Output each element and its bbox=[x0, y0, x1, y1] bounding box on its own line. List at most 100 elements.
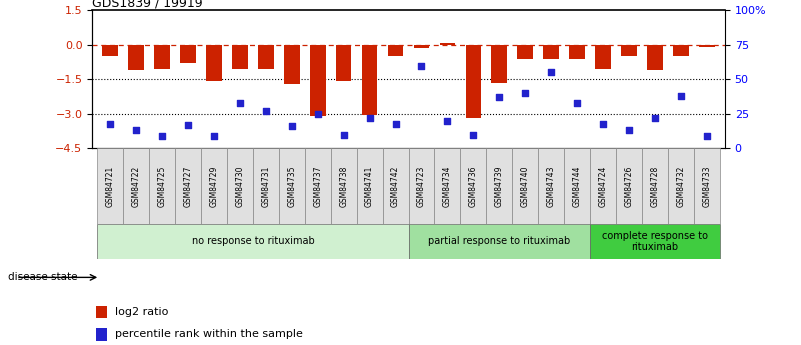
Text: GSM84739: GSM84739 bbox=[495, 166, 504, 207]
Text: GSM84721: GSM84721 bbox=[106, 166, 115, 207]
FancyBboxPatch shape bbox=[461, 148, 486, 224]
Bar bbox=[336, 45, 352, 80]
Text: GSM84728: GSM84728 bbox=[650, 166, 659, 207]
Bar bbox=[103, 45, 118, 56]
Bar bbox=[96, 328, 107, 341]
Point bbox=[155, 133, 168, 139]
Text: GSM84741: GSM84741 bbox=[365, 166, 374, 207]
Point bbox=[337, 132, 350, 137]
FancyBboxPatch shape bbox=[149, 148, 175, 224]
Point bbox=[570, 100, 583, 106]
FancyBboxPatch shape bbox=[538, 148, 564, 224]
Point bbox=[545, 70, 557, 75]
Bar bbox=[492, 45, 507, 83]
Text: GSM84723: GSM84723 bbox=[417, 166, 426, 207]
Bar bbox=[310, 45, 325, 116]
Point bbox=[389, 121, 402, 126]
Point bbox=[674, 93, 687, 99]
FancyBboxPatch shape bbox=[434, 148, 461, 224]
FancyBboxPatch shape bbox=[642, 148, 668, 224]
Point bbox=[441, 118, 454, 124]
FancyBboxPatch shape bbox=[668, 148, 694, 224]
FancyBboxPatch shape bbox=[409, 148, 434, 224]
FancyBboxPatch shape bbox=[383, 148, 409, 224]
Point bbox=[622, 128, 635, 133]
Text: GSM84740: GSM84740 bbox=[521, 166, 529, 207]
Text: disease state: disease state bbox=[8, 273, 78, 282]
Point bbox=[312, 111, 324, 117]
Text: GSM84725: GSM84725 bbox=[158, 166, 167, 207]
Bar bbox=[517, 45, 533, 59]
Text: GSM84730: GSM84730 bbox=[235, 166, 244, 207]
Bar bbox=[621, 45, 637, 56]
Point bbox=[285, 124, 298, 129]
Text: GSM84727: GSM84727 bbox=[183, 166, 192, 207]
Bar bbox=[388, 45, 404, 56]
FancyBboxPatch shape bbox=[97, 224, 409, 259]
Text: GSM84737: GSM84737 bbox=[313, 166, 322, 207]
FancyBboxPatch shape bbox=[564, 148, 590, 224]
Text: GSM84722: GSM84722 bbox=[131, 166, 141, 207]
Text: GSM84736: GSM84736 bbox=[469, 166, 478, 207]
FancyBboxPatch shape bbox=[356, 148, 383, 224]
Point bbox=[130, 128, 143, 133]
Text: GSM84729: GSM84729 bbox=[210, 166, 219, 207]
Text: GSM84734: GSM84734 bbox=[443, 166, 452, 207]
Text: GDS1839 / 19919: GDS1839 / 19919 bbox=[92, 0, 203, 9]
Text: no response to rituximab: no response to rituximab bbox=[191, 237, 314, 246]
Bar bbox=[595, 45, 611, 69]
Text: log2 ratio: log2 ratio bbox=[115, 307, 168, 317]
FancyBboxPatch shape bbox=[590, 224, 720, 259]
Bar bbox=[284, 45, 300, 84]
Point bbox=[649, 115, 662, 121]
Text: GSM84738: GSM84738 bbox=[339, 166, 348, 207]
Bar bbox=[570, 45, 585, 59]
Point bbox=[467, 132, 480, 137]
Bar bbox=[673, 45, 689, 56]
FancyBboxPatch shape bbox=[304, 148, 331, 224]
Text: GSM84744: GSM84744 bbox=[573, 166, 582, 207]
Point bbox=[182, 122, 195, 128]
Bar bbox=[362, 45, 377, 115]
FancyBboxPatch shape bbox=[175, 148, 201, 224]
Point bbox=[207, 133, 220, 139]
Text: GSM84731: GSM84731 bbox=[261, 166, 271, 207]
Text: complete response to
rituximab: complete response to rituximab bbox=[602, 231, 708, 252]
Bar bbox=[96, 306, 107, 318]
FancyBboxPatch shape bbox=[97, 148, 123, 224]
Point bbox=[700, 133, 713, 139]
Point bbox=[493, 95, 505, 100]
FancyBboxPatch shape bbox=[279, 148, 304, 224]
FancyBboxPatch shape bbox=[331, 148, 356, 224]
Text: GSM84742: GSM84742 bbox=[391, 166, 400, 207]
FancyBboxPatch shape bbox=[227, 148, 253, 224]
Point bbox=[519, 90, 532, 96]
Bar bbox=[258, 45, 274, 69]
Bar bbox=[180, 45, 196, 63]
Point bbox=[597, 121, 610, 126]
Bar bbox=[440, 42, 455, 45]
Text: percentile rank within the sample: percentile rank within the sample bbox=[115, 329, 303, 339]
FancyBboxPatch shape bbox=[409, 224, 590, 259]
Text: GSM84732: GSM84732 bbox=[676, 166, 686, 207]
Point bbox=[234, 100, 247, 106]
Bar bbox=[699, 45, 714, 47]
FancyBboxPatch shape bbox=[123, 148, 149, 224]
FancyBboxPatch shape bbox=[616, 148, 642, 224]
Point bbox=[104, 121, 117, 126]
FancyBboxPatch shape bbox=[590, 148, 616, 224]
Bar bbox=[647, 45, 662, 70]
Bar bbox=[413, 45, 429, 48]
FancyBboxPatch shape bbox=[694, 148, 720, 224]
Text: GSM84735: GSM84735 bbox=[288, 166, 296, 207]
Point bbox=[260, 108, 272, 114]
Point bbox=[363, 115, 376, 121]
Bar bbox=[128, 45, 144, 70]
FancyBboxPatch shape bbox=[486, 148, 513, 224]
Text: GSM84743: GSM84743 bbox=[546, 166, 556, 207]
Point bbox=[415, 63, 428, 68]
FancyBboxPatch shape bbox=[513, 148, 538, 224]
Bar bbox=[155, 45, 170, 69]
Bar bbox=[543, 45, 559, 59]
FancyBboxPatch shape bbox=[201, 148, 227, 224]
